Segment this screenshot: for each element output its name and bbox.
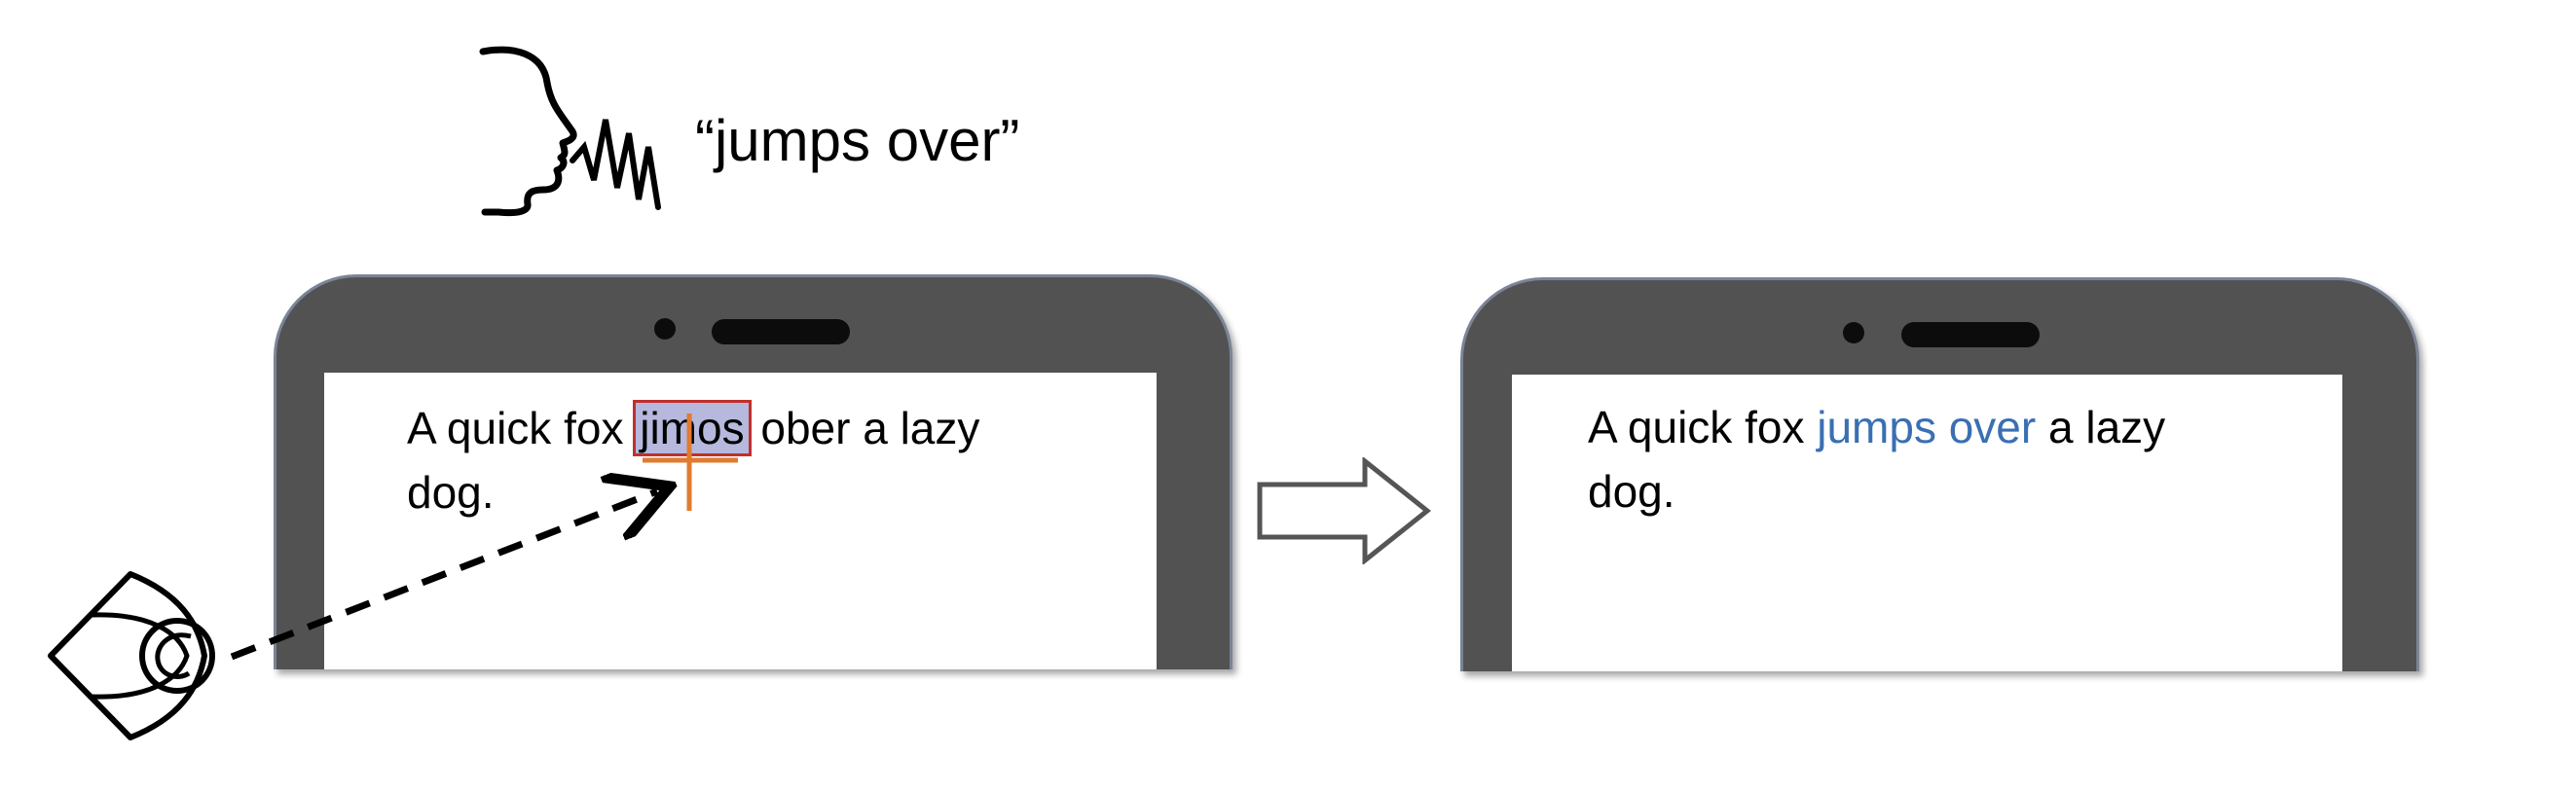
typed-text: A quick fox jimos ober a lazy dog. [407, 396, 979, 524]
text-line-2: dog. [407, 467, 495, 518]
text-line-2: dog. [1588, 466, 1675, 517]
spoken-phrase: “jumps over” [695, 108, 1020, 173]
phone-before: A quick fox jimos ober a lazy dog. [274, 274, 1233, 669]
eye-icon [48, 571, 215, 740]
phone-screen: A quick fox jumps over a lazy dog. [1512, 375, 2342, 671]
text-prefix: A quick fox [407, 403, 637, 453]
text-prefix: A quick fox [1588, 402, 1818, 452]
corrected-words: jumps over [1817, 402, 2037, 452]
dashed-gaze-arrow [230, 491, 657, 661]
misrecognized-word[interactable]: jimos [633, 400, 752, 456]
phone-screen: A quick fox jimos ober a lazy dog. [324, 373, 1157, 669]
text-suffix: a lazy [2036, 402, 2166, 452]
camera-dot [1843, 322, 1864, 343]
crosshair-icon [643, 414, 738, 511]
earpiece-slot [1901, 322, 2040, 347]
corrected-text: A quick fox jumps over a lazy dog. [1588, 395, 2165, 523]
earpiece-slot [712, 319, 850, 344]
right-arrow-icon [1257, 457, 1431, 564]
text-suffix: ober a lazy [748, 403, 980, 453]
phone-after: A quick fox jumps over a lazy dog. [1460, 277, 2419, 671]
speaking-head-icon [479, 46, 661, 217]
camera-dot [654, 318, 676, 340]
